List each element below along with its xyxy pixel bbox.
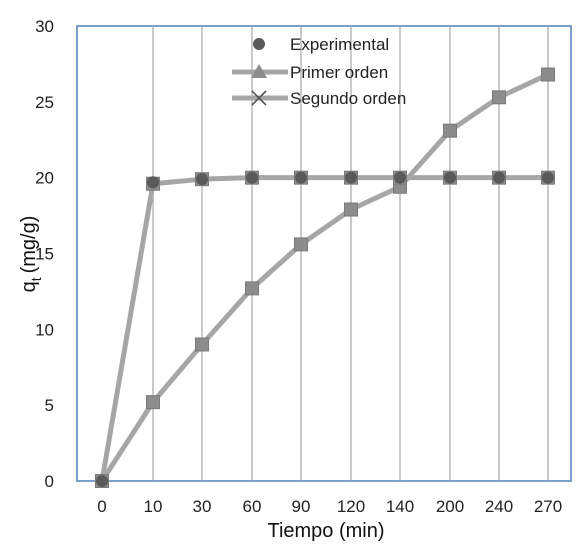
point-experimental [196,173,208,186]
legend-label: Primer orden [290,63,388,82]
x-tick-label: 200 [436,497,464,516]
legend-marker-x [251,90,267,106]
point-experimental [96,475,108,487]
point-experimental [394,171,406,184]
x-tick-label: 270 [534,497,562,516]
x-tick-label: 90 [292,497,311,516]
point-experimental [542,171,554,184]
point-primer-orden [443,123,457,138]
y-tick-labels: 0 5 10 15 20 25 30 [35,17,54,491]
x-tick-label: 0 [97,497,106,516]
point-experimental [444,171,456,184]
legend-marker-experimental [253,38,265,50]
point-primer-orden [294,237,308,252]
x-axis-title: Tiempo (min) [267,520,384,542]
legend-label: Segundo orden [290,89,406,108]
series-layer [95,67,555,488]
point-primer-orden [492,90,506,105]
x-tick-label: 60 [243,497,262,516]
y-axis-title-subscript: t [28,277,44,281]
point-primer-orden [245,281,259,296]
x-tick-label: 30 [193,497,212,516]
y-tick-label: 20 [35,169,54,188]
point-experimental [147,176,159,189]
y-axis-title-main: q [18,281,40,292]
y-tick-label: 10 [35,320,54,339]
x-tick-labels: 0 10 30 60 90 120 140 200 240 270 [97,497,562,516]
series-line-2 [99,175,548,482]
x-tick-label: 240 [485,497,513,516]
y-tick-label: 25 [35,93,54,112]
legend-marker-triangle [251,64,267,78]
point-experimental [295,171,307,184]
y-tick-label: 5 [45,396,54,415]
point-primer-orden [541,67,555,82]
point-primer-orden [146,395,160,410]
plot-area-border [76,25,572,482]
x-tick-label: 120 [337,497,365,516]
series-line-1 [99,72,550,483]
y-tick-label: 15 [35,245,54,264]
y-axis-title-unit: (mg/g) [18,216,40,274]
point-primer-orden [195,337,209,352]
y-tick-label: 30 [35,17,54,36]
point-experimental [246,171,258,184]
y-axis-title: qt (mg/g) [18,216,44,293]
legend-label: Experimental [290,35,389,54]
point-experimental [493,171,505,184]
x-tick-label: 140 [386,497,414,516]
legend: Experimental Primer orden Segundo orden [232,35,406,108]
point-primer-orden [344,202,358,217]
y-tick-label: 0 [45,472,54,491]
point-experimental [345,171,357,184]
x-tick-label: 10 [144,497,163,516]
